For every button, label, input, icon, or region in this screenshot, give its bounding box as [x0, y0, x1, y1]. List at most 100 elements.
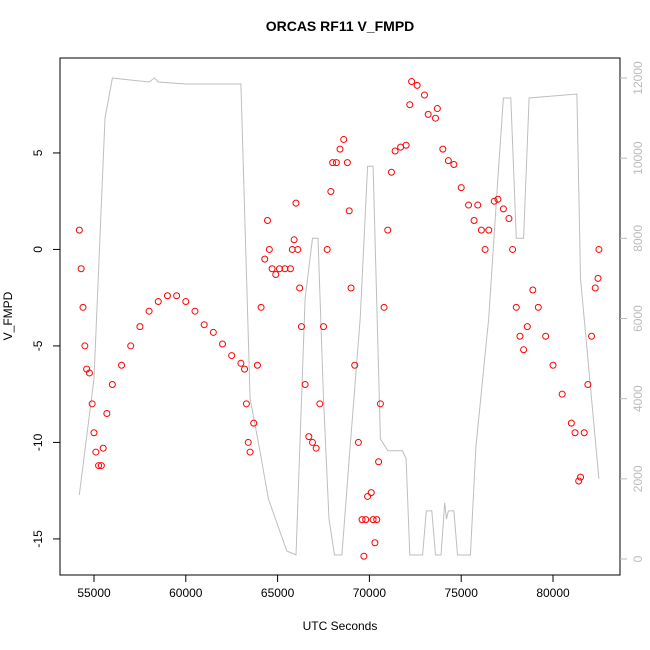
point — [253, 361, 261, 369]
point — [380, 303, 388, 311]
point — [294, 245, 302, 253]
point — [79, 303, 87, 311]
point — [477, 226, 485, 234]
x-tick-label: 65000 — [261, 586, 295, 600]
point — [567, 419, 575, 427]
point — [332, 159, 340, 167]
point — [534, 303, 542, 311]
point — [470, 216, 478, 224]
point — [420, 91, 428, 99]
point — [387, 168, 395, 176]
point — [413, 81, 421, 89]
point — [241, 365, 249, 373]
point — [444, 157, 452, 165]
point — [292, 199, 300, 207]
chart-title: ORCAS RF11 V_FMPD — [266, 18, 415, 34]
y-tick-label: 0 — [31, 246, 45, 253]
point — [367, 489, 375, 497]
point — [465, 201, 473, 209]
y-axis-label: V_FMPD — [1, 291, 15, 340]
y-tick-label: 5 — [31, 149, 45, 156]
point — [265, 245, 273, 253]
point — [391, 147, 399, 155]
point — [320, 323, 328, 331]
point — [209, 328, 217, 336]
point — [549, 361, 557, 369]
point — [358, 516, 366, 524]
x-tick-label: 75000 — [445, 586, 479, 600]
point — [127, 342, 135, 350]
point — [450, 161, 458, 169]
point — [529, 286, 537, 294]
point — [95, 462, 103, 470]
point — [481, 245, 489, 253]
point — [369, 516, 377, 524]
point — [145, 307, 153, 315]
point — [345, 207, 353, 215]
point — [90, 429, 98, 437]
point — [246, 448, 254, 456]
point — [163, 292, 171, 300]
point — [433, 105, 441, 113]
point — [584, 381, 592, 389]
point — [316, 400, 324, 408]
point — [505, 215, 513, 223]
point — [312, 444, 320, 452]
point — [542, 332, 550, 340]
point — [347, 284, 355, 292]
point — [242, 400, 250, 408]
point — [305, 433, 313, 441]
point — [77, 265, 85, 273]
point — [99, 444, 107, 452]
point — [268, 265, 276, 273]
x-tick-label: 55000 — [77, 586, 111, 600]
point — [523, 323, 531, 331]
point — [272, 271, 280, 279]
point — [88, 400, 96, 408]
point — [250, 419, 258, 427]
x-axis-label: UTC Seconds — [303, 619, 378, 633]
point — [219, 340, 227, 348]
point — [371, 539, 379, 547]
point — [257, 303, 265, 311]
point — [103, 409, 111, 417]
point — [228, 352, 236, 360]
point — [431, 114, 439, 122]
point — [343, 159, 351, 167]
point — [244, 438, 252, 446]
point — [580, 429, 588, 437]
point — [261, 255, 269, 263]
point — [81, 342, 89, 350]
point — [362, 516, 370, 524]
point — [323, 245, 331, 253]
point — [376, 400, 384, 408]
point — [520, 346, 528, 354]
point — [494, 195, 502, 203]
point — [308, 438, 316, 446]
point — [290, 236, 298, 244]
x-tick-label: 70000 — [353, 586, 387, 600]
point — [512, 303, 520, 311]
y2-tick-label: 2000 — [631, 465, 645, 492]
point — [297, 323, 305, 331]
y-tick-label: -5 — [31, 340, 45, 351]
point — [85, 369, 93, 377]
y2-tick-label: 0 — [631, 555, 645, 562]
point — [237, 359, 245, 367]
point — [439, 145, 447, 153]
point — [75, 226, 83, 234]
point — [571, 429, 579, 437]
y-tick-label: -15 — [31, 530, 45, 548]
point — [375, 458, 383, 466]
point — [136, 323, 144, 331]
point — [424, 110, 432, 118]
point — [402, 141, 410, 149]
point — [516, 332, 524, 340]
point — [364, 492, 372, 500]
point — [373, 516, 381, 524]
y2-tick-label: 10000 — [631, 141, 645, 175]
x-tick-label: 80000 — [536, 586, 570, 600]
point — [490, 197, 498, 205]
